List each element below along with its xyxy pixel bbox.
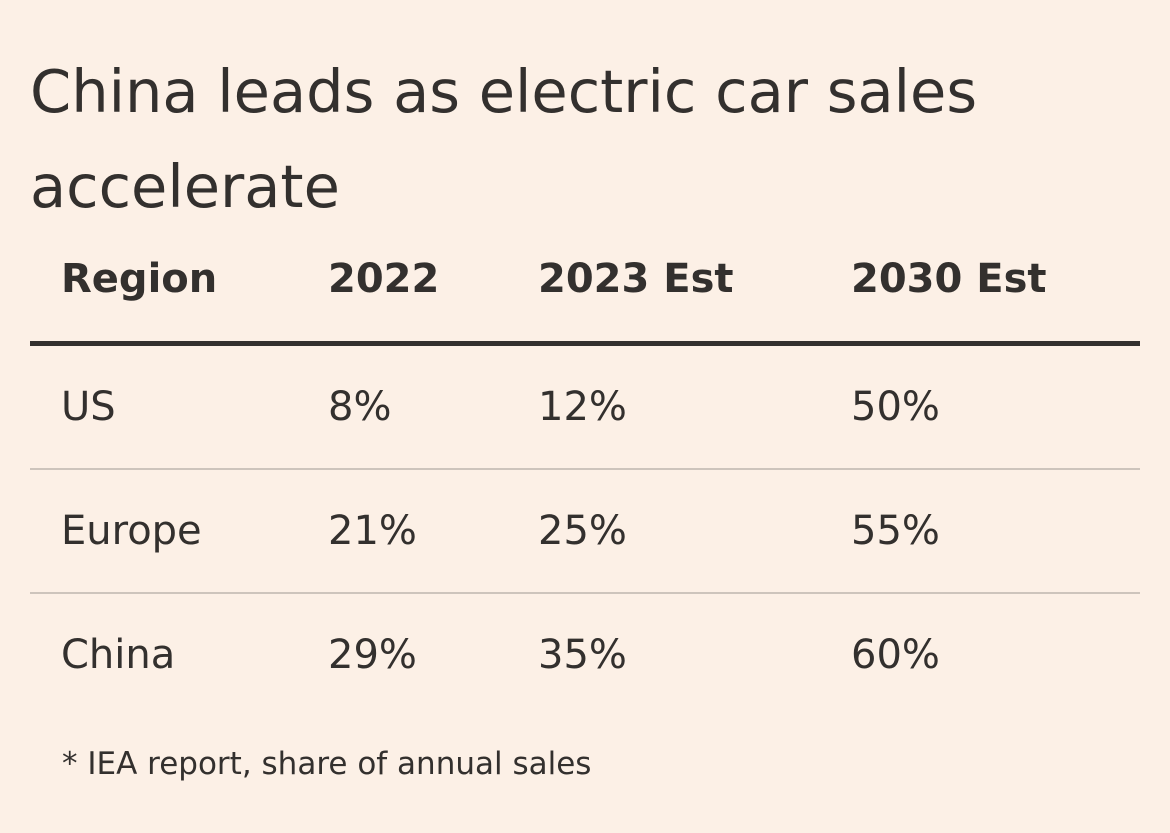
value-2023-est-cell: 25% bbox=[538, 508, 627, 554]
value-2023-est-cell: 12% bbox=[538, 384, 627, 430]
region-cell: Europe bbox=[61, 508, 202, 554]
value-2023-est-cell: 35% bbox=[538, 632, 627, 678]
region-cell: US bbox=[61, 384, 116, 430]
region-cell: China bbox=[61, 632, 176, 678]
table-row: China 29% 35% 60% bbox=[30, 594, 1140, 716]
table-header-row: Region 2022 2023 Est 2030 Est bbox=[30, 236, 1140, 346]
value-2030-est-cell: 55% bbox=[851, 508, 940, 554]
column-header-2030-est: 2030 Est bbox=[851, 256, 1047, 302]
data-table: Region 2022 2023 Est 2030 Est US 8% 12% … bbox=[30, 236, 1140, 716]
chart-title: China leads as electric car sales accele… bbox=[30, 57, 978, 221]
value-2030-est-cell: 50% bbox=[851, 384, 940, 430]
column-header-2023-est: 2023 Est bbox=[538, 256, 734, 302]
value-2022-cell: 29% bbox=[328, 632, 417, 678]
column-header-2022: 2022 bbox=[328, 256, 440, 302]
value-2022-cell: 8% bbox=[328, 384, 392, 430]
source-footnote: * IEA report, share of annual sales bbox=[62, 746, 592, 782]
column-header-region: Region bbox=[61, 256, 218, 302]
value-2030-est-cell: 60% bbox=[851, 632, 940, 678]
value-2022-cell: 21% bbox=[328, 508, 417, 554]
table-row: US 8% 12% 50% bbox=[30, 346, 1140, 470]
table-row: Europe 21% 25% 55% bbox=[30, 470, 1140, 594]
